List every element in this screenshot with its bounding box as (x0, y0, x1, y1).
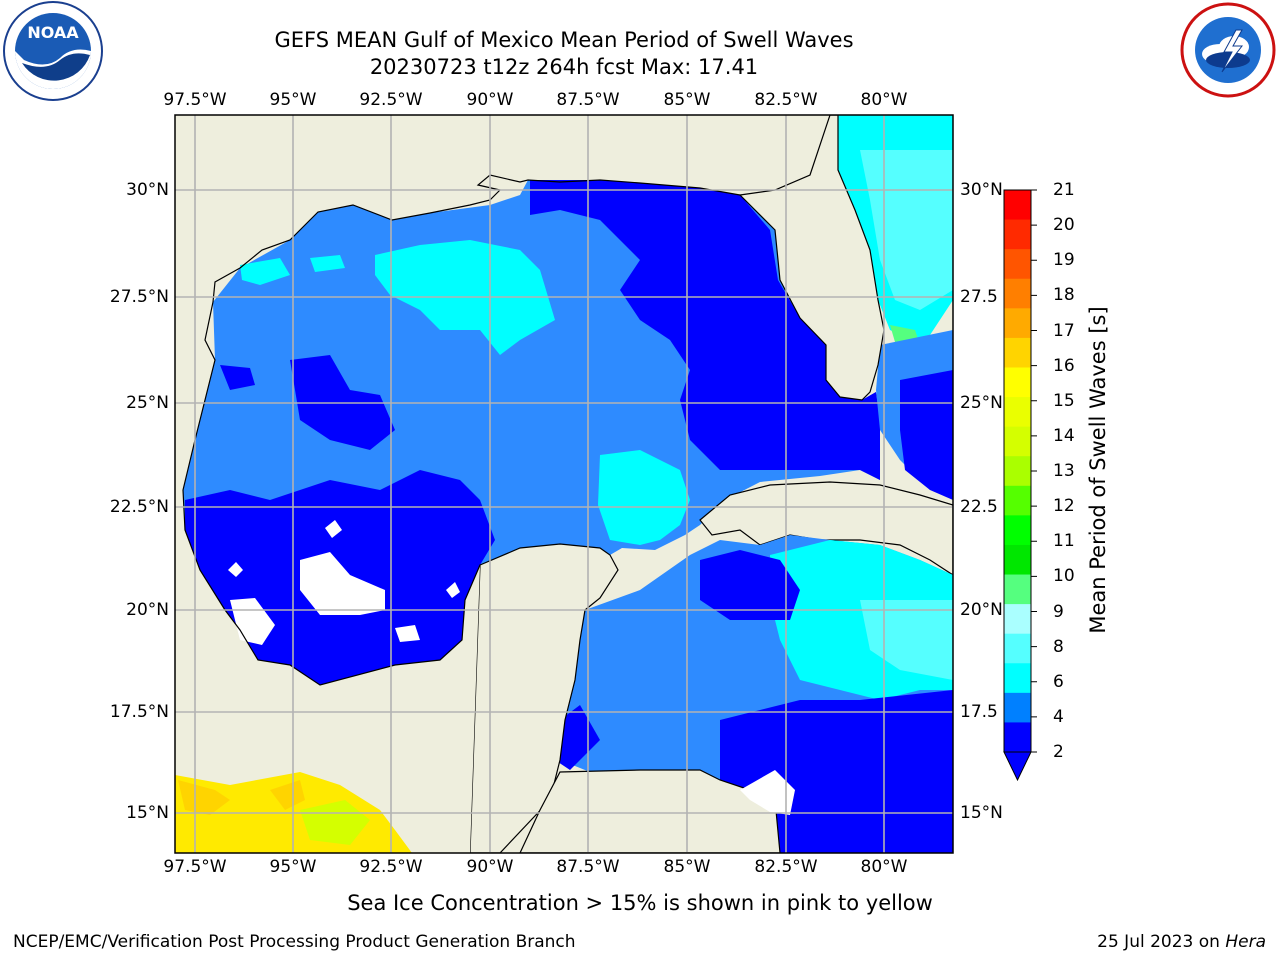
chart-subtitle: 20230723 t12z 264h fcst Max: 17.41 (369, 55, 759, 79)
noaa-logo-text: NOAA (27, 23, 79, 42)
lat-label-left: 20°N (126, 600, 169, 620)
colorbar-swatch (1004, 426, 1031, 457)
colorbar-swatch (1004, 278, 1031, 309)
lon-label-top: 97.5°W (163, 90, 227, 110)
colorbar-swatch (1004, 604, 1031, 635)
colorbar-tick-label: 20 (1053, 215, 1075, 236)
lat-label-right: 20°N (960, 600, 1003, 620)
colorbar-tick-label: 9 (1053, 601, 1064, 622)
colorbar-tick-label: 16 (1053, 355, 1075, 376)
missing-data (300, 552, 385, 615)
cuba-land (699, 481, 953, 576)
sea-ice-note: Sea Ice Concentration > 15% is shown in … (0, 891, 1280, 915)
lat-label-right: 30°N (960, 180, 1003, 200)
nws-logo (1180, 2, 1276, 98)
lat-label-left: 30°N (126, 180, 169, 200)
gulf-west-coastline (182, 301, 481, 686)
lat-label-right: 17.5 (960, 702, 998, 722)
footer-date-text: 25 Jul 2023 on (1097, 932, 1226, 952)
colorbar-tick-label: 13 (1053, 461, 1075, 481)
colorbar-tick-label: 6 (1053, 671, 1064, 692)
gulf-dark-east (530, 180, 880, 480)
lat-label-left: 15°N (126, 803, 169, 823)
colorbar-swatch (1004, 633, 1031, 664)
colorbar-swatch (1004, 485, 1031, 516)
colorbar-tick-label: 21 (1053, 180, 1075, 200)
footer-host: Hera (1225, 932, 1266, 952)
lon-label-bottom: 90°W (466, 857, 514, 877)
lat-label-right: 22.5 (960, 497, 998, 517)
lat-label-left: 22.5°N (109, 497, 169, 517)
lat-label-right: 15°N (960, 803, 1003, 823)
colorbar-swatch (1004, 515, 1031, 546)
lat-label-left: 27.5°N (109, 287, 169, 307)
lat-label-right: 27.5 (960, 287, 998, 307)
lon-label-bottom: 80°W (860, 857, 908, 877)
colorbar-swatch (1004, 456, 1031, 487)
map-frame (174, 114, 954, 854)
colorbar-tick-label: 8 (1053, 636, 1064, 657)
colorbar-swatch (1004, 367, 1031, 398)
colorbar-swatch (1004, 692, 1031, 723)
lat-label-right: 25°N (960, 393, 1003, 413)
colorbar-swatch (1004, 219, 1031, 250)
sea-ice-note-text: Sea Ice Concentration > 15% is shown in … (347, 891, 933, 915)
colorbar-tick-label: 11 (1053, 531, 1075, 552)
colorbar-swatch (1004, 249, 1031, 280)
lat-label-left: 17.5°N (109, 702, 169, 722)
lon-label-bottom: 87.5°W (556, 857, 620, 877)
florida-land (738, 115, 885, 401)
lon-label-bottom: 92.5°W (359, 857, 423, 877)
footer-date: 25 Jul 2023 on Hera (1097, 932, 1266, 952)
colorbar-swatch (1004, 190, 1031, 221)
colorbar-tick-label: 4 (1053, 706, 1064, 727)
lon-label-bottom: 95°W (269, 857, 317, 877)
colorbar-label: Mean Period of Swell Waves [s] (1086, 306, 1110, 634)
colorbar-swatch (1004, 337, 1031, 368)
colorbar-extend-triangle (1003, 751, 1032, 782)
lon-label-top: 87.5°W (556, 90, 620, 110)
lon-label-bottom: 85°W (663, 857, 711, 877)
lon-label-bottom: 82.5°W (754, 857, 818, 877)
lon-label-top: 90°W (466, 90, 514, 110)
colorbar-swatch (1004, 663, 1031, 694)
lat-label-left: 25°N (126, 393, 169, 413)
footer-credit: NCEP/EMC/Verification Post Processing Pr… (13, 932, 576, 952)
lon-label-top: 85°W (663, 90, 711, 110)
colorbar-tick-label: 2 (1053, 742, 1064, 762)
graticule (175, 115, 953, 853)
colorbar-tick-label: 17 (1053, 320, 1075, 341)
lon-label-top: 80°W (860, 90, 908, 110)
lon-label-top: 95°W (269, 90, 317, 110)
colorbar-tick-label: 15 (1053, 390, 1075, 411)
lon-label-top: 82.5°W (754, 90, 818, 110)
colorbar-swatch (1004, 722, 1031, 753)
lon-label-bottom: 97.5°W (163, 857, 227, 877)
colorbar-tick-label: 19 (1053, 250, 1075, 271)
colorbar-tick-label: 18 (1053, 285, 1075, 306)
chart-title: GEFS MEAN Gulf of Mexico Mean Period of … (274, 28, 854, 52)
colorbar-tick-label: 12 (1053, 496, 1075, 517)
colorbar-swatch (1004, 397, 1031, 428)
colorbar-tick-label: 14 (1053, 425, 1075, 446)
colorbar-swatch (1004, 308, 1031, 339)
noaa-logo: NOAA (3, 1, 103, 101)
colorbar-swatch (1004, 574, 1031, 605)
colorbar-tick-label: 10 (1053, 566, 1075, 587)
lon-label-top: 92.5°W (359, 90, 423, 110)
gulf-cyan-yucatan (598, 450, 690, 545)
colorbar-swatch (1004, 544, 1031, 576)
